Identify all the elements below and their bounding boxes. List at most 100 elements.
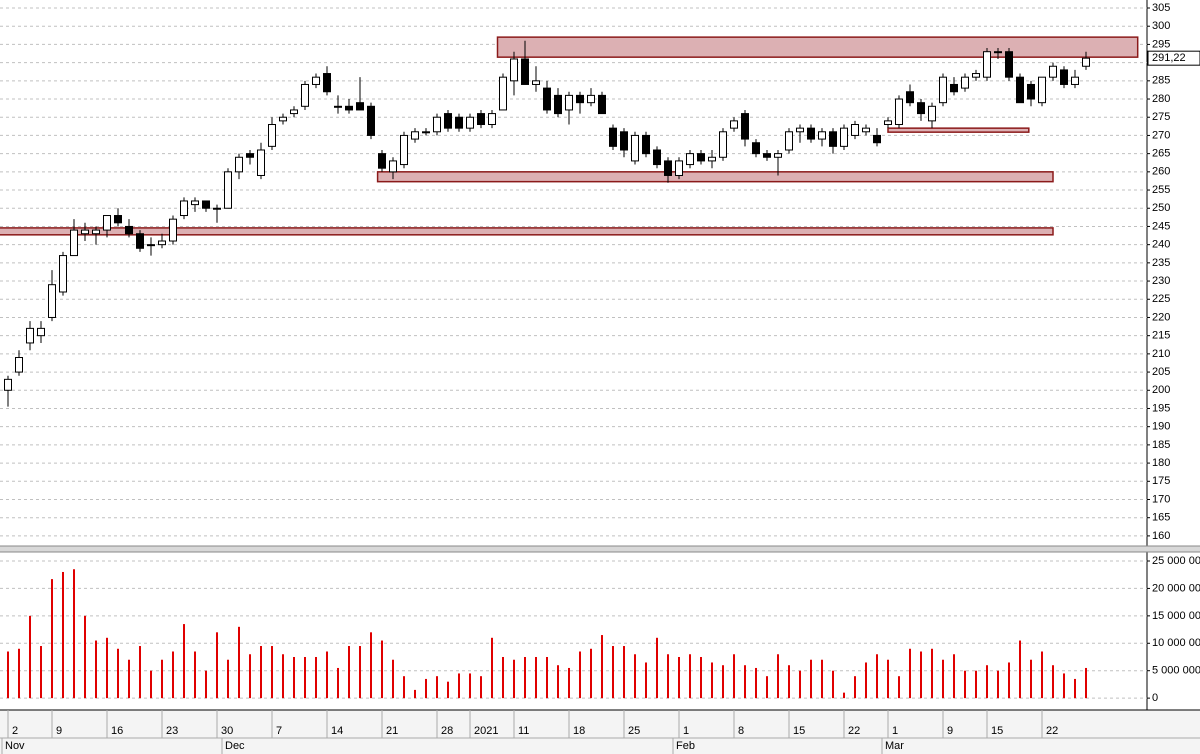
candle-body: [15, 357, 23, 373]
candle-body: [499, 76, 507, 111]
volume-bar: [458, 673, 460, 699]
candle-body: [1049, 65, 1057, 78]
volume-bar: [535, 656, 537, 699]
price-zone: [496, 36, 1139, 58]
candle-body: [158, 240, 166, 246]
volume-bar: [194, 651, 196, 699]
volume-bar: [557, 665, 559, 699]
volume-bar: [678, 656, 680, 699]
volume-bar: [700, 656, 702, 699]
candle-body: [59, 255, 67, 293]
x-tick-label: 9: [947, 725, 953, 737]
price-zone: [0, 227, 1054, 236]
y-tick-label: 245: [1152, 220, 1170, 232]
y-tick-label: 235: [1152, 257, 1170, 269]
candle-body: [455, 116, 463, 129]
volume-bar: [986, 665, 988, 699]
candle-body: [642, 134, 650, 155]
candle-body: [334, 105, 342, 108]
candle-body: [411, 131, 419, 140]
candle-body: [125, 225, 133, 235]
candle-body: [279, 116, 287, 122]
volume-bar: [370, 632, 372, 699]
volume-bar: [744, 665, 746, 699]
volume-bar: [348, 646, 350, 699]
candle-body: [961, 76, 969, 89]
volume-bar: [876, 654, 878, 699]
volume-bar: [271, 646, 273, 699]
volume-bar: [1019, 640, 1021, 699]
volume-bar: [227, 659, 229, 699]
x-tick-label: 25: [628, 725, 640, 737]
candle-body: [1038, 76, 1046, 104]
y-tick-label: 255: [1152, 184, 1170, 196]
y-tick-label: 305: [1152, 2, 1170, 14]
candle-body: [598, 94, 606, 115]
candle-body: [587, 94, 595, 104]
candle-body: [81, 229, 89, 235]
y-tick-label: 180: [1152, 457, 1170, 469]
candle-body: [851, 124, 859, 136]
y-tick-label: 275: [1152, 111, 1170, 123]
volume-bar: [546, 656, 548, 699]
candle-body: [818, 131, 826, 140]
volume-bar: [282, 654, 284, 699]
candle-body: [1082, 57, 1090, 67]
volume-bar: [326, 651, 328, 699]
volume-bar: [403, 676, 405, 699]
volume-bar: [304, 656, 306, 699]
y-tick-label: 270: [1152, 129, 1170, 141]
volume-bar: [711, 662, 713, 699]
volume-bar: [953, 654, 955, 699]
volume-bar: [854, 676, 856, 699]
volume-bar: [865, 662, 867, 699]
volume-bar: [249, 654, 251, 699]
x-tick-label: 7: [276, 725, 282, 737]
y-tick-label: 190: [1152, 421, 1170, 433]
y-tick-label: 225: [1152, 293, 1170, 305]
volume-bar: [447, 681, 449, 699]
x-tick-label: 22: [848, 725, 860, 737]
volume-bar: [590, 648, 592, 699]
y-tick-label: 215: [1152, 330, 1170, 342]
candle-body: [774, 153, 782, 158]
date-axis: [0, 710, 1200, 754]
y-tick-label: 185: [1152, 439, 1170, 451]
volume-bar: [381, 640, 383, 699]
volume-bar: [788, 665, 790, 699]
candle-body: [202, 200, 210, 209]
candle-body: [565, 94, 573, 111]
candle-body: [620, 131, 628, 151]
x-tick-label: 30: [221, 725, 233, 737]
candle-body: [1071, 76, 1079, 85]
candle-body: [1005, 51, 1013, 78]
y-tick-label: 15 000 000: [1152, 610, 1200, 622]
candle-body: [917, 102, 925, 115]
volume-bar: [909, 648, 911, 699]
volume-bar: [392, 659, 394, 699]
volume-bar: [1008, 662, 1010, 699]
x-tick-label: 14: [331, 725, 343, 737]
volume-bar: [722, 665, 724, 699]
volume-bar: [689, 654, 691, 699]
candle-body: [730, 120, 738, 129]
candle-body: [829, 131, 837, 147]
candle-body: [378, 153, 386, 169]
candle-body: [433, 116, 441, 133]
volume-bar: [766, 676, 768, 699]
volume-bar: [260, 646, 262, 699]
candle-body: [543, 87, 551, 111]
candle-body: [70, 229, 78, 257]
volume-bar: [238, 626, 240, 699]
volume-bar: [843, 692, 845, 699]
volume-bar: [315, 656, 317, 699]
y-tick-label: 200: [1152, 384, 1170, 396]
last-price-label: 291,22: [1152, 52, 1186, 64]
candle-body: [884, 120, 892, 126]
candle-body: [246, 153, 254, 158]
y-tick-label: 170: [1152, 493, 1170, 505]
volume-bar: [898, 676, 900, 699]
candle-body: [92, 229, 100, 235]
candle-body: [653, 149, 661, 166]
